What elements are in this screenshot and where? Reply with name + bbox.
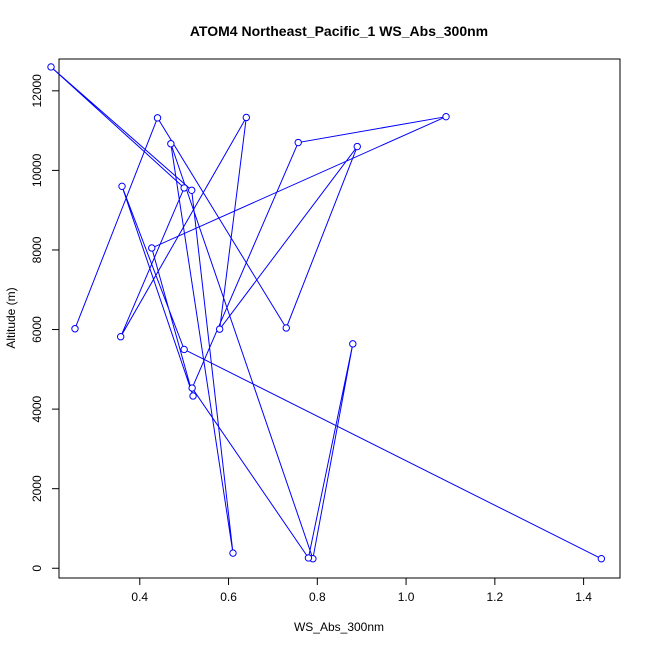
y-ticks: 0 2000 4000 6000 8000 10000 12000 bbox=[30, 74, 59, 572]
data-point bbox=[353, 142, 361, 151]
data-point bbox=[153, 114, 162, 122]
data-point bbox=[215, 325, 224, 333]
plot-frame bbox=[58, 58, 621, 579]
series-layer bbox=[47, 63, 606, 563]
data-point bbox=[442, 112, 450, 121]
chart-title: ATOM4 Northeast_Pacific_1 WS_Abs_300nm bbox=[190, 23, 488, 39]
y-tick-label: 10000 bbox=[30, 153, 44, 187]
data-point bbox=[304, 554, 313, 562]
y-axis-label: Altitude (m) bbox=[4, 287, 18, 348]
data-point bbox=[118, 182, 126, 191]
x-ticks: 0.4 0.6 0.8 1.0 1.2 1.4 bbox=[131, 578, 592, 604]
x-tick-label: 1.4 bbox=[575, 590, 592, 604]
y-tick-label: 12000 bbox=[30, 74, 44, 108]
x-tick-label: 1.0 bbox=[398, 590, 415, 604]
series-line bbox=[50, 66, 602, 561]
data-point bbox=[189, 392, 197, 400]
data-point bbox=[242, 113, 251, 122]
y-tick-label: 4000 bbox=[30, 395, 44, 422]
x-tick-label: 1.2 bbox=[486, 590, 503, 604]
y-tick-label: 8000 bbox=[30, 236, 44, 263]
data-point bbox=[597, 555, 606, 563]
x-axis-label: WS_Abs_300nm bbox=[294, 620, 384, 634]
y-axis: 0 2000 4000 6000 8000 10000 12000 Altitu… bbox=[4, 74, 60, 572]
y-tick-label: 0 bbox=[30, 565, 44, 572]
x-tick-label: 0.6 bbox=[220, 590, 237, 604]
data-point bbox=[180, 345, 188, 354]
data-point bbox=[188, 186, 196, 194]
data-point bbox=[229, 549, 237, 557]
x-tick-label: 0.8 bbox=[309, 590, 326, 604]
data-point bbox=[47, 63, 55, 71]
x-axis: 0.4 0.6 0.8 1.0 1.2 1.4 WS_Abs_300nm bbox=[131, 577, 592, 634]
data-point bbox=[148, 244, 156, 252]
data-point bbox=[116, 333, 125, 341]
data-point bbox=[282, 324, 290, 332]
data-point bbox=[188, 384, 196, 392]
y-tick-label: 6000 bbox=[30, 316, 44, 343]
x-tick-label: 0.4 bbox=[131, 590, 148, 604]
data-point bbox=[349, 340, 357, 348]
y-tick-label: 2000 bbox=[30, 475, 44, 502]
data-point bbox=[294, 138, 302, 147]
data-point bbox=[71, 325, 79, 333]
data-point bbox=[167, 140, 175, 148]
data-point bbox=[180, 184, 188, 192]
